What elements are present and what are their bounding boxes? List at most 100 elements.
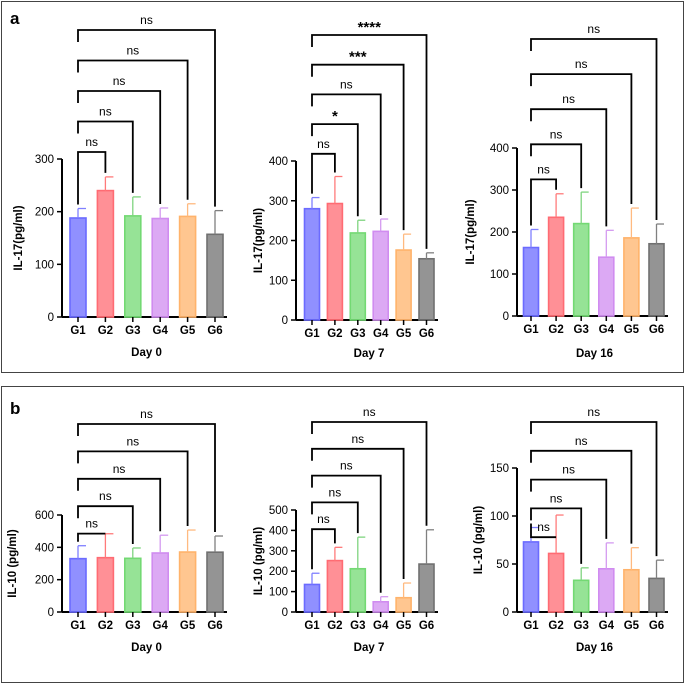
chart6-bar-g3	[572, 579, 590, 613]
chart6-bar-g6	[648, 577, 665, 613]
chart5-y-tick-label: 100	[269, 587, 288, 599]
chart1-x-tick-label-g3: G3	[125, 325, 140, 337]
chart6-y-axis-label: IL-10 (pg/ml)	[473, 506, 485, 575]
chart2-bracket-label-g1-g2: ns	[317, 137, 330, 151]
chart6-y-tick-label: 150	[490, 463, 509, 475]
chart5-x-tick-label-g5: G5	[396, 620, 412, 632]
chart4-bar-g2	[96, 556, 115, 613]
chart5-y-tick-label: 200	[269, 566, 288, 578]
chart6-y-tick-label: 0	[503, 607, 509, 619]
chart2-x-tick-label-g5: G5	[396, 328, 412, 340]
chart5-y-tick-label: 500	[269, 505, 288, 517]
chart3-bracket-g1-g6	[530, 38, 658, 221]
chart1-y-tick-label: 0	[48, 312, 54, 324]
chart3-y-tick-label: 300	[490, 185, 509, 197]
chart3-bracket-label-g1-g5: ns	[575, 57, 588, 71]
chart6-bracket-label-g1-g6: ns	[587, 405, 600, 419]
chart6-x-tick-label-g2: G2	[548, 620, 563, 632]
chart3-bar-g1	[522, 246, 540, 317]
chart1-bracket-label-g1-g5: ns	[126, 44, 139, 58]
chart4-bracket-label-g1-g3: ns	[99, 489, 112, 503]
chart2-bar-g1	[303, 207, 321, 321]
chart4-x-tick-label-g1: G1	[70, 620, 86, 632]
chart4-x-tick-label-g6: G6	[207, 620, 222, 632]
chart3-bar-g6	[648, 242, 665, 317]
chart1-bar-g2	[96, 189, 115, 318]
chart5-bracket-label-g1-g5: ns	[351, 432, 364, 446]
chart2-bar-g2	[326, 202, 344, 321]
chart2-y-tick-label: 100	[269, 275, 288, 287]
chart3-x-tick-label-g3: G3	[574, 324, 589, 336]
chart4-bracket-g1-g2	[77, 532, 106, 542]
chart5-x-tick-label-g4: G4	[373, 620, 389, 632]
chart5-bar-g3	[349, 567, 367, 613]
chart5-bar-g1	[303, 583, 321, 613]
chart4-y-tick-label: 600	[35, 510, 54, 522]
chart2-x-tick-label-g6: G6	[419, 328, 434, 340]
chart6-bracket-g1-g6	[530, 421, 658, 557]
chart1-bracket-label-g1-g2: ns	[85, 135, 98, 149]
chart5-bracket-label-g1-g6: ns	[363, 405, 376, 419]
chart2-bracket-g1-g6	[311, 34, 428, 249]
chart2-x-tick-label-g1: G1	[304, 328, 320, 340]
chart4-x-tick-label-g3: G3	[125, 620, 140, 632]
chart1-bar-g1	[69, 217, 87, 318]
chart5-x-tick-label-g1: G1	[304, 620, 320, 632]
panel-b	[1, 386, 684, 683]
chart1-y-tick-label: 200	[35, 207, 54, 219]
chart2-bar-g4	[372, 230, 390, 321]
chart4-y-tick-label: 200	[35, 575, 54, 587]
chart5-y-axis-label: IL-10 (pg/ml)	[253, 527, 265, 596]
chart6-bracket-label-g1-g3: ns	[550, 491, 563, 505]
chart4-bracket-g1-g6	[77, 423, 216, 533]
chart2-x-axis-label: Day 7	[354, 348, 385, 360]
chart5-bracket-g1-g2	[311, 528, 336, 570]
chart4-bracket-g1-g3	[77, 505, 134, 544]
chart4-bracket-g1-g4	[77, 477, 162, 532]
panel-b-label: b	[10, 399, 21, 418]
chart1-bracket-g1-g6	[77, 29, 216, 207]
chart2-x-tick-label-g4: G4	[373, 328, 389, 340]
chart5-x-axis-label: Day 7	[354, 642, 385, 654]
chart2-bracket-label-g1-g5: ***	[349, 49, 367, 66]
chart6-x-tick-label-g4: G4	[599, 620, 615, 632]
chart5-bar-g2	[326, 559, 344, 613]
chart6-bracket-label-g1-g2: ns	[537, 520, 550, 534]
chart4-bar-g5	[178, 551, 197, 613]
chart6-x-tick-label-g1: G1	[523, 620, 539, 632]
chart5-bracket-g1-g5	[311, 447, 405, 580]
chart3-bracket-g1-g5	[530, 73, 633, 205]
chart4-bracket-label-g1-g2: ns	[85, 517, 98, 531]
chart3-bar-g5	[623, 237, 640, 317]
chart1-x-tick-label-g2: G2	[98, 325, 113, 337]
chart3-x-tick-label-g6: G6	[649, 324, 664, 336]
chart1-x-tick-label-g4: G4	[153, 325, 169, 337]
chart1-y-tick-label: 100	[35, 259, 54, 271]
chart6-bar-g2	[547, 552, 565, 613]
chart2-bracket-g1-g3	[311, 123, 359, 217]
chart5-bracket-label-g1-g3: ns	[329, 485, 342, 499]
chart6-y-tick-label: 50	[496, 559, 509, 571]
chart3-x-tick-label-g1: G1	[523, 324, 539, 336]
chart1-bracket-label-g1-g4: ns	[113, 74, 126, 88]
chart4-x-tick-label-g5: G5	[180, 620, 196, 632]
chart5-y-tick-label: 400	[269, 525, 288, 537]
chart2-bar-g6	[418, 257, 435, 321]
chart2-bracket-label-g1-g4: ns	[340, 77, 353, 91]
chart6-bracket-label-g1-g4: ns	[562, 463, 575, 477]
chart6-y-tick-label: 100	[490, 511, 509, 523]
chart2-bracket-g1-g4	[311, 93, 382, 216]
chart3-y-tick-label: 200	[490, 227, 509, 239]
chart4-y-tick-label: 0	[48, 607, 54, 619]
chart2-bar-g3	[349, 232, 367, 321]
chart5-bracket-g1-g4	[311, 474, 382, 593]
chart6-bar-g5	[623, 568, 640, 613]
chart5-bar-g5	[395, 596, 412, 613]
chart1-x-tick-label-g1: G1	[70, 325, 86, 337]
chart3-bracket-label-g1-g2: ns	[537, 162, 550, 176]
chart4-bracket-label-g1-g4: ns	[113, 462, 126, 476]
chart4-x-axis-label: Day 0	[131, 642, 162, 654]
chart3-bracket-label-g1-g6: ns	[587, 22, 600, 36]
chart6-bracket-g1-g4	[530, 478, 608, 539]
chart3-y-tick-label: 0	[503, 311, 509, 323]
